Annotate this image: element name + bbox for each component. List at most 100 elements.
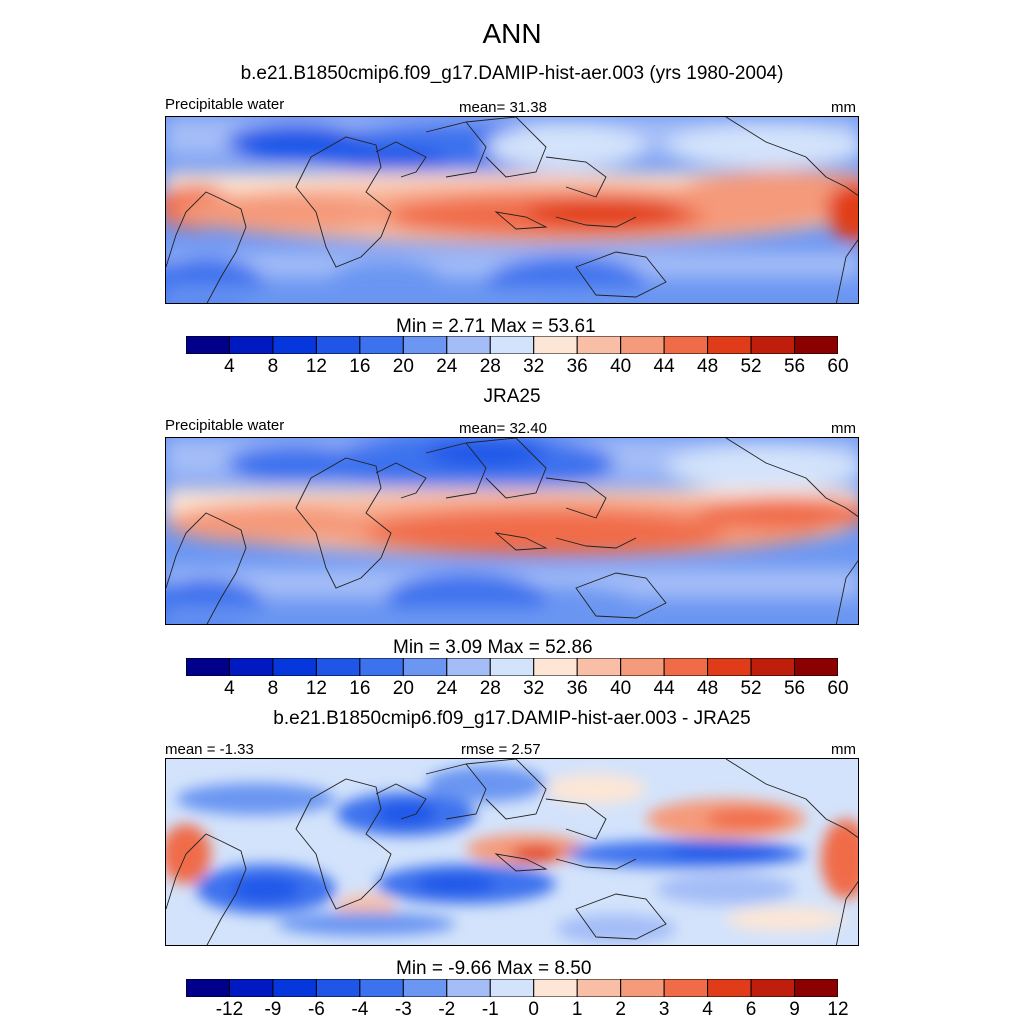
panel1-map bbox=[165, 116, 859, 304]
colorbar-tick-label: 0 bbox=[528, 999, 539, 1020]
colorbar-tick-label: -6 bbox=[307, 999, 325, 1020]
colorbar-3-box bbox=[489, 979, 535, 997]
panel2-mean-label: mean= 32.40 bbox=[459, 420, 547, 437]
colorbar-3-labels: -12 -9 -6 -4 -3 -2 -1 0 1 2 3 4 6 9 12 bbox=[186, 999, 849, 1021]
colorbar-tick-label: 52 bbox=[740, 678, 762, 699]
colorbar-3-box bbox=[228, 979, 274, 997]
colorbar-2-labels: 4 8 12 16 20 24 28 32 36 40 44 48 52 56 60 bbox=[186, 678, 848, 700]
colorbar-1-box bbox=[489, 336, 535, 354]
panel3-mean-label: mean = -1.33 bbox=[165, 741, 254, 758]
colorbar-2-box bbox=[620, 658, 665, 676]
colorbar-tick-label: 24 bbox=[436, 356, 458, 377]
panel2-variable-label: Precipitable water bbox=[165, 417, 285, 434]
colorbar-1-labels: 4 8 12 16 20 24 28 32 36 40 44 48 52 56 60 bbox=[186, 356, 848, 378]
colorbar-tick-label: -1 bbox=[481, 999, 499, 1020]
colorbar-1-box bbox=[446, 336, 491, 354]
colorbar-tick-label: 2 bbox=[615, 999, 626, 1020]
colorbar-3-box bbox=[186, 979, 230, 997]
colorbar-tick-label: 32 bbox=[523, 678, 545, 699]
colorbar-tick-label: 32 bbox=[523, 356, 545, 377]
colorbar-1-box bbox=[315, 336, 361, 354]
colorbar-1 bbox=[186, 336, 838, 354]
colorbar-2-box bbox=[359, 658, 404, 676]
colorbar-2-box bbox=[272, 658, 317, 676]
figure-title: ANN bbox=[482, 18, 542, 49]
colorbar-3-box bbox=[794, 979, 838, 997]
colorbar-3-box bbox=[620, 979, 665, 997]
colorbar-2-box bbox=[228, 658, 274, 676]
colorbar-2-box bbox=[402, 658, 448, 676]
colorbar-tick-label: 4 bbox=[224, 678, 235, 699]
colorbar-1-box bbox=[272, 336, 317, 354]
colorbar-1-box bbox=[794, 336, 838, 354]
colorbar-tick-label: 44 bbox=[653, 678, 675, 699]
colorbar-2 bbox=[186, 658, 838, 676]
panel2-units-label: mm bbox=[831, 420, 856, 437]
panel3-units-label: mm bbox=[831, 741, 856, 758]
colorbar-tick-label: -4 bbox=[351, 999, 369, 1020]
colorbar-1-box bbox=[620, 336, 665, 354]
colorbar-2-box bbox=[533, 658, 578, 676]
colorbar-tick-label: 4 bbox=[702, 999, 713, 1020]
colorbar-2-box bbox=[446, 658, 491, 676]
panel3-coastlines bbox=[166, 759, 858, 945]
colorbar-tick-label: -9 bbox=[264, 999, 282, 1020]
colorbar-1-box bbox=[663, 336, 709, 354]
panel2-map-field bbox=[166, 438, 858, 624]
colorbar-1-box bbox=[186, 336, 230, 354]
colorbar-tick-label: 44 bbox=[653, 356, 675, 377]
colorbar-tick-label: 28 bbox=[479, 356, 501, 377]
panel2-minmax: Min = 3.09 Max = 52.86 bbox=[393, 637, 593, 658]
panel3-map bbox=[165, 758, 859, 946]
colorbar-2-box bbox=[186, 658, 230, 676]
panel1-coastlines bbox=[166, 117, 858, 303]
colorbar-tick-label: -12 bbox=[215, 999, 244, 1020]
colorbar-2-box bbox=[794, 658, 838, 676]
colorbar-tick-label: 56 bbox=[783, 678, 806, 699]
colorbar-tick-label: 12 bbox=[827, 999, 849, 1020]
panel2-coastlines bbox=[166, 438, 858, 624]
colorbar-tick-label: 48 bbox=[697, 356, 719, 377]
colorbar-3-box bbox=[576, 979, 622, 997]
panel2-map bbox=[165, 437, 859, 625]
colorbar-3-box bbox=[359, 979, 404, 997]
panel3-rmse-label: rmse = 2.57 bbox=[461, 741, 541, 758]
colorbar-tick-label: 12 bbox=[305, 678, 327, 699]
colorbar-tick-label: 20 bbox=[392, 356, 414, 377]
panel1-units-label: mm bbox=[831, 99, 856, 116]
colorbar-3-box bbox=[272, 979, 317, 997]
colorbar-tick-label: 4 bbox=[224, 356, 235, 377]
colorbar-tick-label: 56 bbox=[783, 356, 806, 377]
colorbar-tick-label: 9 bbox=[789, 999, 800, 1020]
colorbar-1-box bbox=[359, 336, 404, 354]
colorbar-3-box bbox=[707, 979, 752, 997]
figure-subtitle: b.e21.B1850cmip6.f09_g17.DAMIP-hist-aer.… bbox=[240, 63, 784, 84]
colorbar-3 bbox=[186, 979, 838, 997]
panel1-mean-label: mean= 31.38 bbox=[459, 99, 547, 116]
colorbar-tick-label: 3 bbox=[658, 999, 670, 1020]
colorbar-tick-label: 60 bbox=[827, 678, 849, 699]
colorbar-tick-label: 52 bbox=[740, 356, 762, 377]
colorbar-tick-label: 6 bbox=[745, 999, 757, 1020]
panel1-minmax: Min = 2.71 Max = 53.61 bbox=[396, 316, 596, 337]
colorbar-tick-label: 1 bbox=[571, 999, 583, 1020]
colorbar-2-box bbox=[315, 658, 361, 676]
panel3-map-field bbox=[166, 759, 858, 945]
colorbar-tick-label: -2 bbox=[438, 999, 456, 1020]
colorbar-tick-label: 40 bbox=[610, 356, 632, 377]
panel1-variable-label: Precipitable water bbox=[165, 96, 285, 113]
colorbar-tick-label: 12 bbox=[305, 356, 327, 377]
colorbar-tick-label: 36 bbox=[566, 678, 588, 699]
colorbar-3-box bbox=[446, 979, 491, 997]
colorbar-2-box bbox=[576, 658, 622, 676]
colorbar-tick-label: 8 bbox=[267, 356, 279, 377]
colorbar-tick-label: 28 bbox=[479, 678, 501, 699]
colorbar-1-box bbox=[750, 336, 796, 354]
colorbar-3-box bbox=[402, 979, 448, 997]
panel2-header: JRA25 bbox=[483, 386, 541, 407]
colorbar-1-box bbox=[533, 336, 578, 354]
colorbar-tick-label: 20 bbox=[392, 678, 414, 699]
colorbar-tick-label: 48 bbox=[697, 678, 719, 699]
colorbar-tick-label: 8 bbox=[267, 678, 279, 699]
colorbar-3-box bbox=[663, 979, 709, 997]
